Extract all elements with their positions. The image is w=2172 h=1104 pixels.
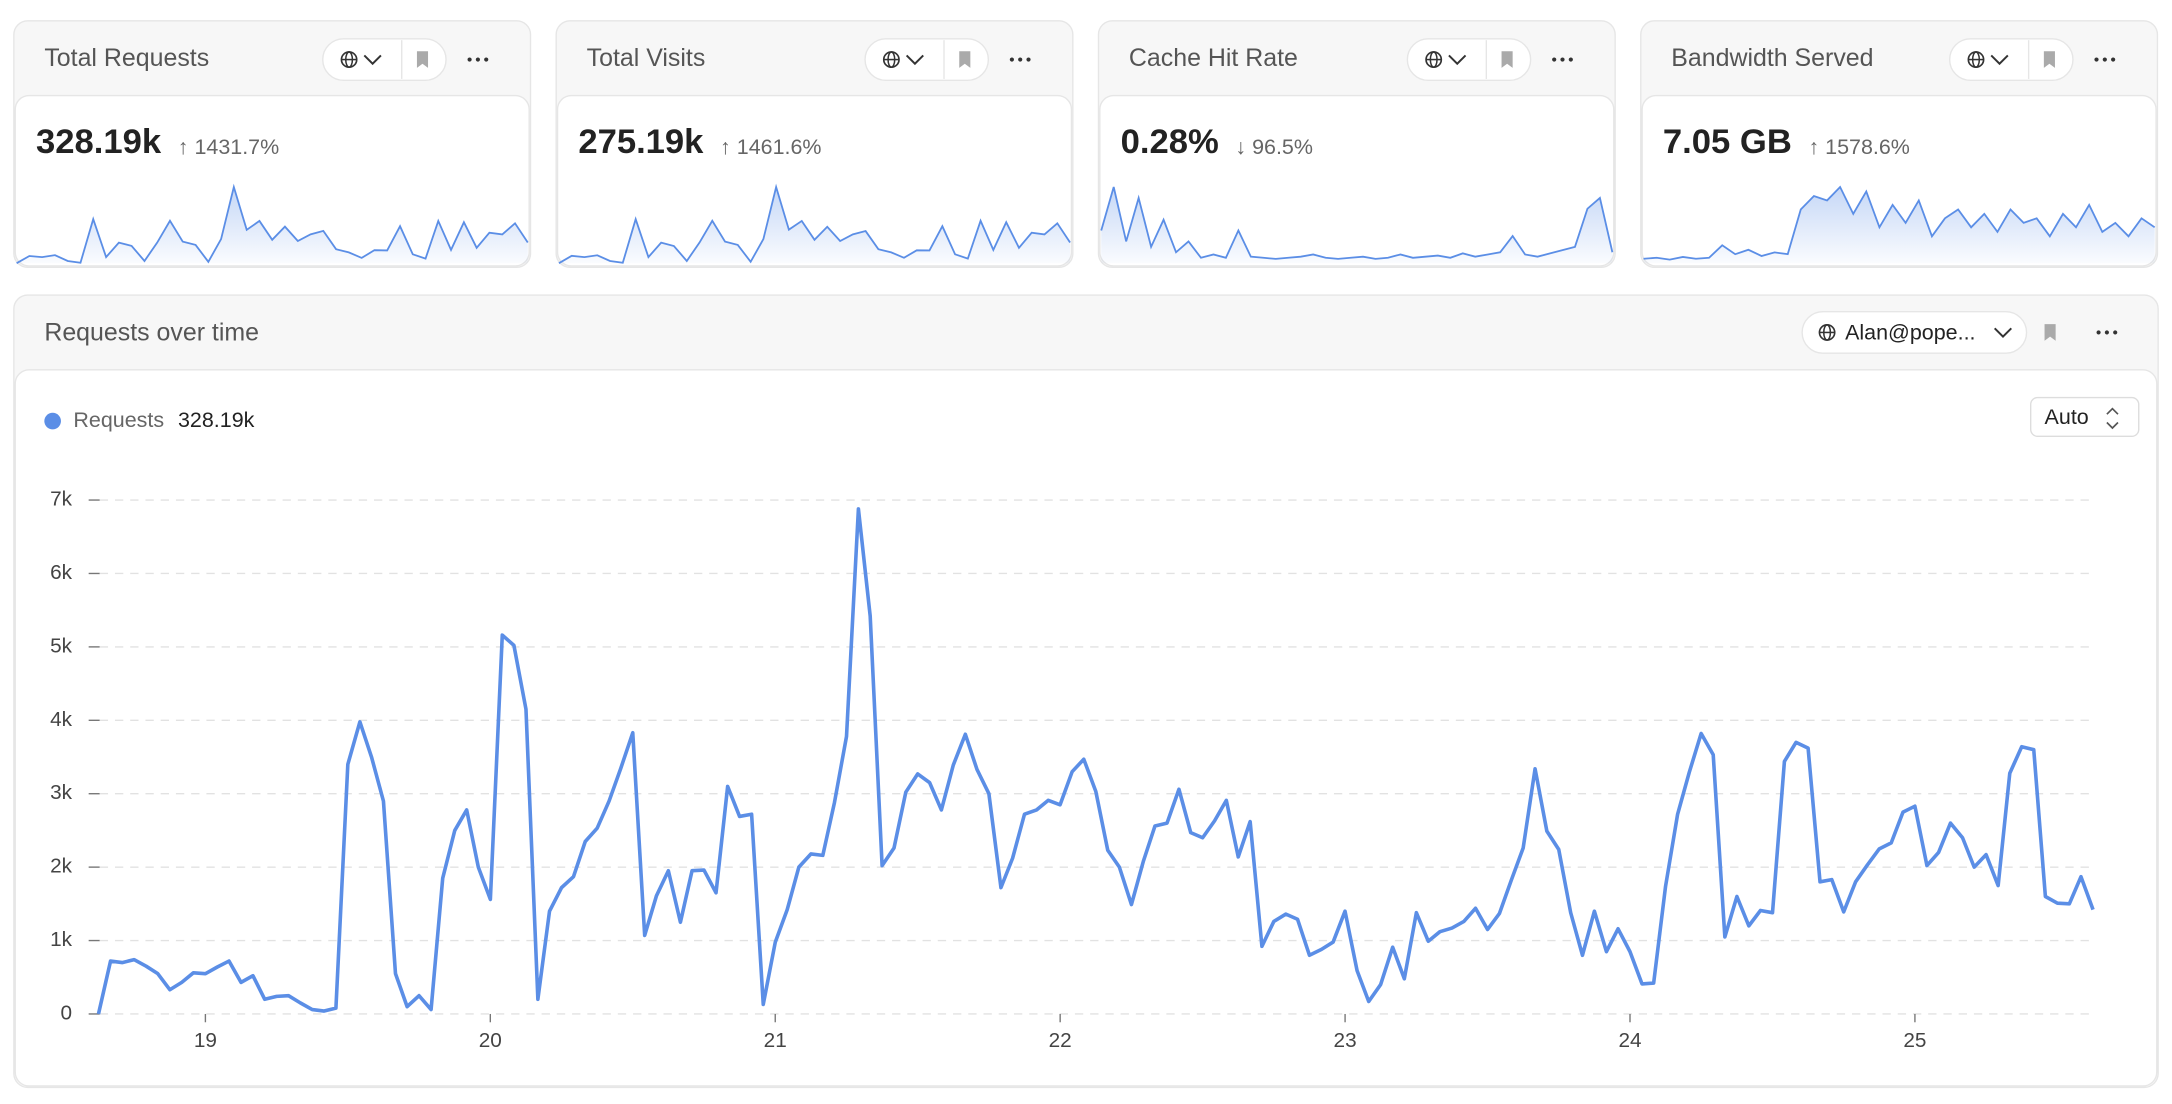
more-icon[interactable]: [1552, 57, 1557, 62]
kpi-value: 7.05 GB: [1663, 123, 1792, 161]
more-icon[interactable]: [1568, 57, 1573, 62]
more-icon[interactable]: [475, 57, 480, 62]
more-icon[interactable]: [1560, 57, 1565, 62]
kpi-value: 275.19k: [578, 123, 704, 161]
x-tick-label: 21: [764, 1029, 787, 1052]
x-tick-label: 23: [1334, 1029, 1357, 1052]
x-tick-label: 19: [194, 1029, 217, 1052]
more-icon[interactable]: [467, 57, 472, 62]
kpi-value: 328.19k: [36, 123, 162, 161]
y-tick-label: 3k: [50, 781, 73, 804]
sparkline: [1643, 185, 2156, 261]
kpi-change: ↓ 96.5%: [1235, 135, 1313, 159]
account-selector-label: Alan@pope...: [1845, 321, 1975, 345]
bookmark-icon[interactable]: [1501, 51, 1513, 68]
y-tick-label: 5k: [50, 634, 73, 657]
more-icon[interactable]: [2094, 57, 2099, 62]
bookmark-icon[interactable]: [2044, 324, 2056, 341]
more-icon[interactable]: [484, 57, 489, 62]
x-tick-label: 22: [1049, 1029, 1072, 1052]
y-tick-label: 1k: [50, 928, 73, 951]
filter-pill[interactable]: [1406, 38, 1532, 82]
kpi-value: 0.28%: [1121, 123, 1219, 161]
more-icon[interactable]: [2096, 330, 2101, 335]
card-body: [556, 94, 1073, 267]
more-icon[interactable]: [1026, 57, 1031, 62]
filter-pill[interactable]: [864, 38, 990, 82]
chevron-icon: [1990, 54, 2009, 66]
kpi-change: ↑ 1461.6%: [720, 135, 821, 159]
sparkline-area: [558, 187, 1071, 264]
legend-dot: [44, 412, 61, 430]
y-tick-label: 4k: [50, 708, 73, 731]
account-selector[interactable]: [1801, 310, 2028, 354]
card-title: Total Requests: [44, 44, 209, 72]
panel-title: Requests over time: [44, 318, 259, 346]
kpi-change: ↑ 1431.7%: [178, 135, 279, 159]
select-arrows: [2106, 421, 2119, 430]
more-icon[interactable]: [1009, 57, 1014, 62]
legend-total: 328.19k: [178, 408, 255, 432]
sparkline-area: [1101, 187, 1613, 264]
sparkline-area: [1643, 187, 2155, 264]
card-title: Bandwidth Served: [1671, 44, 1873, 72]
y-tick-label: 2k: [50, 855, 73, 878]
chevron-icon: [905, 54, 924, 66]
more-icon[interactable]: [2104, 330, 2109, 335]
sparkline: [1100, 186, 1614, 260]
sparkline: [558, 183, 1071, 264]
x-tick-label: 25: [1903, 1029, 1926, 1052]
y-tick-label: 7k: [50, 488, 73, 511]
select-arrows: [2106, 407, 2119, 415]
more-icon[interactable]: [2102, 57, 2107, 62]
chevron-icon: [1448, 54, 1467, 66]
bookmark-icon[interactable]: [416, 51, 429, 68]
kpi-change: ↑ 1578.6%: [1808, 135, 1909, 159]
x-tick-label: 20: [479, 1029, 502, 1052]
filter-pill[interactable]: [1948, 38, 2074, 82]
chevron-icon: [363, 54, 382, 66]
chevron-icon: [1994, 327, 2012, 338]
y-tick-label: 6k: [50, 561, 73, 584]
card-title: Cache Hit Rate: [1129, 44, 1298, 72]
bookmark-icon[interactable]: [959, 51, 971, 68]
more-icon[interactable]: [1018, 57, 1023, 62]
x-tick-label: 24: [1618, 1029, 1641, 1052]
card-body: [1099, 94, 1615, 267]
card-body: [14, 94, 530, 267]
legend-label: Requests: [73, 408, 164, 432]
sparkline-area: [16, 187, 528, 264]
card-title: Total Visits: [587, 44, 706, 72]
filter-pill[interactable]: [322, 38, 447, 82]
bookmark-icon[interactable]: [2043, 51, 2055, 68]
series-line: [96, 507, 2095, 1015]
more-icon[interactable]: [2111, 57, 2116, 62]
y-tick-label: 0: [60, 1001, 72, 1024]
more-icon[interactable]: [2113, 330, 2118, 335]
granularity-label: Auto: [2045, 405, 2089, 429]
sparkline: [16, 183, 529, 264]
